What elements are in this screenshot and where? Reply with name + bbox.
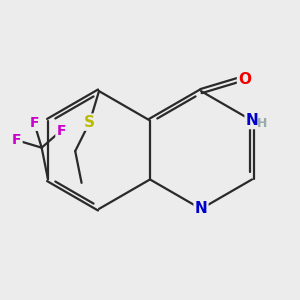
Text: F: F (12, 133, 22, 147)
Text: O: O (238, 71, 251, 86)
Text: N: N (246, 113, 258, 128)
Text: N: N (195, 201, 207, 216)
Text: F: F (29, 116, 39, 130)
Text: S: S (84, 115, 95, 130)
Text: F: F (56, 124, 66, 138)
Text: H: H (257, 117, 267, 130)
